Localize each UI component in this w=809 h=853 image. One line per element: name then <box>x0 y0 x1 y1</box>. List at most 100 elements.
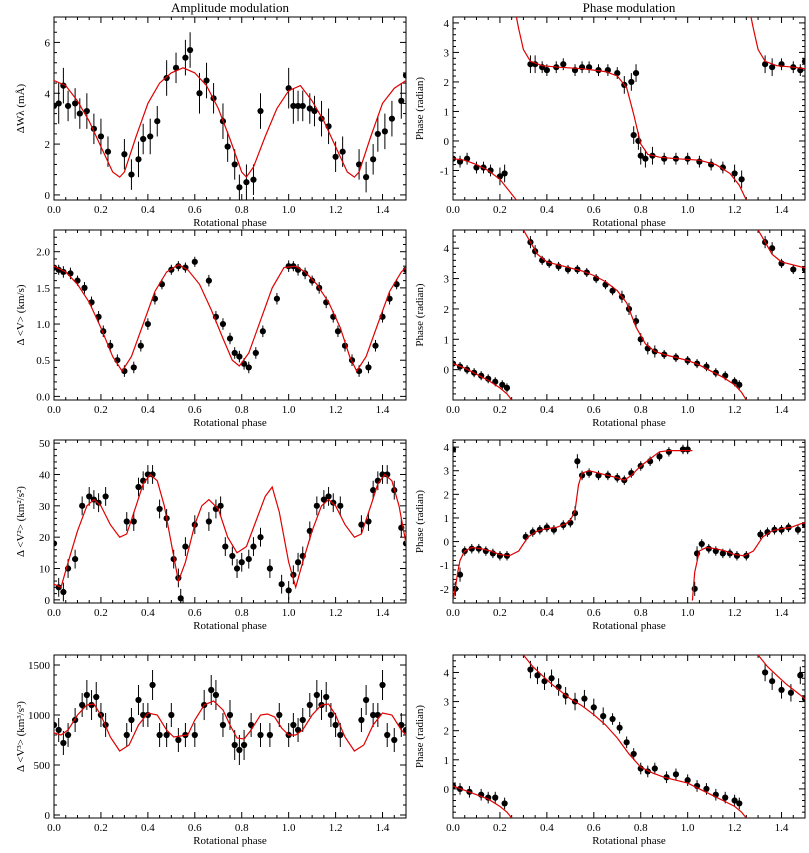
data-point <box>672 771 680 778</box>
chart-phase1: 0.0 0.2 0.4 0.6 0.8 1.0 1.2 1.4 -1 0 1 2 3 4 Rotationa… <box>414 16 806 229</box>
chart-amp1: 0.0 0.2 0.4 0.6 0.8 1.0 1.2 1.4 0 2 4 6 Rotational p… <box>15 16 407 229</box>
data-point <box>172 64 180 71</box>
data-point <box>492 794 499 801</box>
model-curve <box>750 17 805 70</box>
data-point <box>72 556 79 563</box>
model-curve <box>453 363 513 400</box>
x-tick-label: 0.2 <box>94 404 108 416</box>
x-axis-title: Rotational phase <box>592 417 666 429</box>
data-point <box>135 156 142 163</box>
data-point <box>55 100 62 107</box>
left-column-title: Amplitude modulation <box>170 0 290 15</box>
data-point <box>402 72 406 79</box>
x-tick-label: 0.2 <box>493 607 507 619</box>
data-point <box>731 170 738 177</box>
x-tick-label: 1.4 <box>376 404 390 416</box>
data-point <box>651 765 658 772</box>
model-curve <box>54 67 406 179</box>
x-axis-title: Rotational phase <box>193 417 267 429</box>
model-curve <box>54 700 406 752</box>
data-point <box>485 375 492 382</box>
y-tick-label: 4 <box>444 442 450 454</box>
y-tick-label: -1 <box>440 560 449 572</box>
data-point <box>453 446 457 453</box>
x-tick-label: 0.6 <box>188 404 202 416</box>
x-tick-label: 1.0 <box>282 607 296 619</box>
x-tick-label: 1.4 <box>775 822 789 834</box>
data-point <box>719 164 726 171</box>
data-point <box>398 97 405 104</box>
data-point <box>794 526 802 533</box>
data-point <box>147 133 154 140</box>
y-tick-label: 10 <box>39 564 51 576</box>
x-tick-label: 0.4 <box>141 822 155 834</box>
y-tick-label: 4 <box>444 18 450 30</box>
x-tick-label: 0.6 <box>188 607 202 619</box>
data-point <box>257 534 264 541</box>
y-tick-label: 20 <box>39 532 51 544</box>
y-tick-label: 0.5 <box>36 355 50 367</box>
x-tick-label: 1.4 <box>775 404 789 416</box>
data-point <box>365 364 372 371</box>
data-point <box>529 529 536 536</box>
data-point <box>290 721 297 729</box>
data-point <box>327 711 335 719</box>
plot-frame <box>53 229 407 401</box>
data-point <box>276 711 283 719</box>
x-tick-label: 1.4 <box>775 607 789 619</box>
x-tick-label: 0.4 <box>141 204 155 216</box>
data-point <box>149 471 156 478</box>
data-point <box>257 107 264 115</box>
x-tick-label: 0.4 <box>540 607 554 619</box>
y-tick-label: 0 <box>444 784 450 796</box>
data-point <box>123 518 130 525</box>
chart-amp3: 0.0 0.2 0.4 0.6 0.8 1.0 1.2 1.4 0 10 20 30 40 50 Rotat… <box>15 438 407 632</box>
data-point <box>95 499 102 506</box>
data-point <box>175 263 182 270</box>
x-tick-label: 1.0 <box>681 204 695 216</box>
x-axis-title: Rotational phase <box>592 835 666 847</box>
x-axis-title: Rotational phase <box>193 620 267 632</box>
data-point <box>698 540 705 548</box>
data-point <box>97 133 105 140</box>
x-tick-label: 0.0 <box>446 204 460 216</box>
plot-frame <box>53 16 407 201</box>
data-point <box>691 585 698 592</box>
x-tick-label: 0.4 <box>141 404 155 416</box>
data-point <box>339 148 346 155</box>
data-point <box>487 167 494 174</box>
data-point <box>656 453 663 460</box>
data-point <box>236 746 243 754</box>
y-tick-label: 2.0 <box>36 247 50 259</box>
data-point <box>684 155 691 162</box>
data-point <box>231 349 238 357</box>
x-tick-label: 0.8 <box>235 607 249 619</box>
x-tick-label: 0.6 <box>587 204 601 216</box>
data-point <box>266 731 273 739</box>
x-tick-label: 0.6 <box>587 607 601 619</box>
model-curve <box>522 655 747 818</box>
data-point <box>102 493 109 500</box>
y-tick-label: 0 <box>45 810 51 822</box>
y-axis-title: Δ <V²> (km²/s²) <box>15 486 27 557</box>
data-point <box>499 381 506 388</box>
x-tick-label: 1.2 <box>329 607 343 619</box>
x-tick-label: 0.0 <box>446 822 460 834</box>
model-curve <box>757 655 805 700</box>
y-tick-label: 0.0 <box>36 391 50 403</box>
data-point <box>163 731 170 739</box>
y-tick-label: 1 <box>444 755 450 767</box>
data-point <box>250 176 257 183</box>
data-point <box>273 295 281 302</box>
data-point <box>64 102 72 110</box>
data-point <box>363 696 370 704</box>
data-point <box>243 179 250 186</box>
data-point <box>266 565 273 572</box>
data-point <box>684 446 691 453</box>
y-axis-title: Phase (radian) <box>414 77 426 141</box>
model-curve <box>691 522 805 601</box>
data-point <box>790 266 797 273</box>
data-point <box>379 681 386 689</box>
data-point <box>231 161 238 168</box>
y-tick-label: 0 <box>444 136 450 148</box>
